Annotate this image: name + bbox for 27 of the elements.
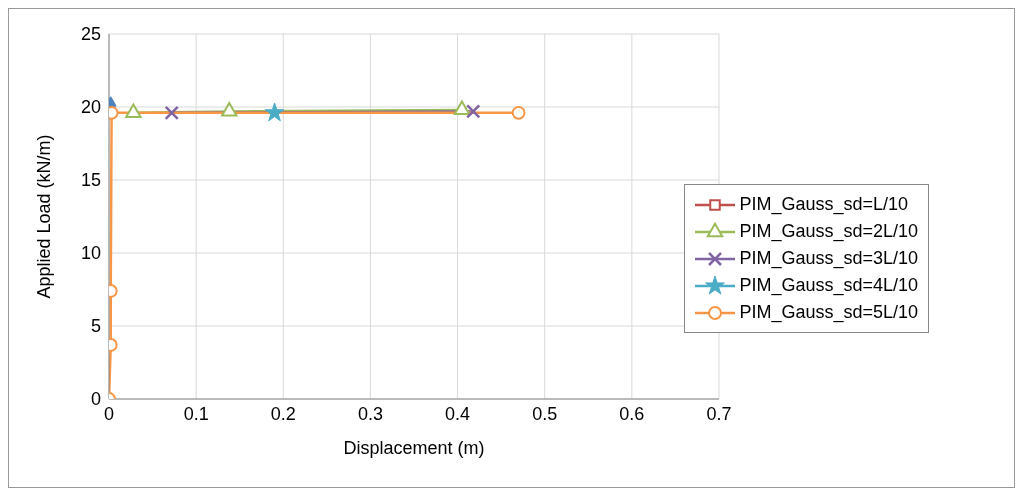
y-tick-label: 10 xyxy=(80,243,101,264)
legend-label: PIM_Gauss_sd=5L/10 xyxy=(739,301,918,325)
point xyxy=(453,100,471,116)
y-tick-label: 5 xyxy=(90,316,101,337)
x-tick-label: 0.5 xyxy=(532,403,558,424)
x-tick-label: 0.3 xyxy=(357,403,383,424)
x-tick-label: 0.6 xyxy=(619,403,645,424)
x-tick-label: 0.2 xyxy=(270,403,296,424)
point xyxy=(466,104,481,119)
y-tick-label: 25 xyxy=(80,24,101,45)
point xyxy=(125,103,142,118)
x-tick-label: 0.7 xyxy=(706,403,732,424)
legend-label: PIM_Gauss_sd=4L/10 xyxy=(739,274,918,298)
x-tick-label: 0.1 xyxy=(183,403,209,424)
y-tick-label: 20 xyxy=(80,97,101,118)
y-tick-label: 0 xyxy=(90,389,101,410)
point xyxy=(221,102,238,117)
point xyxy=(164,105,179,121)
y-tick-label: 15 xyxy=(80,170,101,191)
legend-label: PIM_Gauss_sd=3L/10 xyxy=(739,247,918,271)
point xyxy=(264,102,285,122)
legend-label: PIM_Gauss_sd=L/10 xyxy=(739,193,908,217)
y-axis-title: Applied Load (kN/m) xyxy=(34,134,55,299)
x-axis-title: Displacement (m) xyxy=(343,438,485,458)
legend-label: PIM_Gauss_sd=2L/10 xyxy=(739,220,918,244)
x-tick-label: 0.4 xyxy=(445,403,471,424)
x-tick-label: 0 xyxy=(103,403,115,424)
